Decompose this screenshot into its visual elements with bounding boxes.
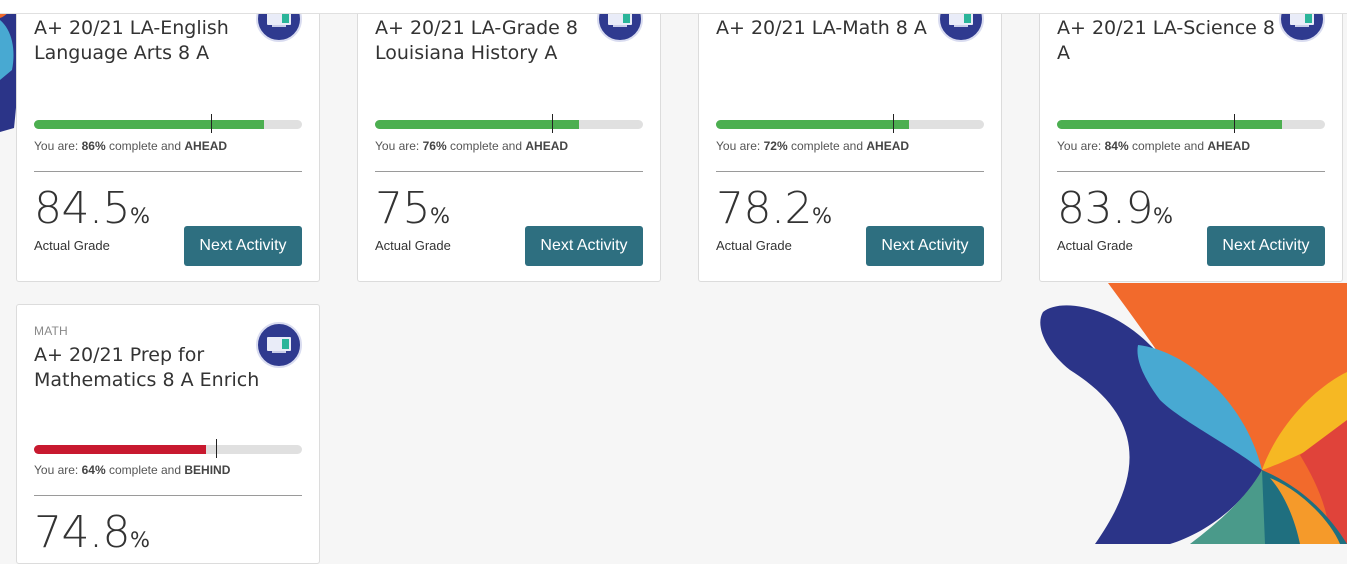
course-card[interactable]: MATH A+ 20/21 Prep for Mathematics 8 A E… — [16, 304, 320, 564]
progress-fill — [1057, 120, 1283, 129]
progress-status: You are: 72% complete and AHEAD — [716, 139, 910, 153]
next-activity-button[interactable]: Next Activity — [184, 226, 302, 266]
course-card[interactable]: A+ 20/21 LA-Grade 8 Louisiana History A … — [357, 0, 661, 282]
course-title[interactable]: A+ 20/21 LA-Math 8 A — [716, 17, 927, 39]
actual-grade-value: 78.2% — [716, 183, 832, 234]
course-card[interactable]: A+ 20/21 LA-English Language Arts 8 A Yo… — [16, 0, 320, 282]
course-title[interactable]: A+ 20/21 Prep for Mathematics 8 A Enrich — [34, 344, 260, 391]
actual-grade-value: 75% — [375, 183, 450, 234]
progress-bar — [716, 114, 984, 133]
next-activity-button[interactable]: Next Activity — [1207, 226, 1325, 266]
divider — [375, 171, 643, 172]
expected-progress-marker — [551, 114, 553, 133]
background-artwork — [0, 0, 1347, 544]
divider — [34, 171, 302, 172]
course-monitor-icon — [256, 322, 302, 368]
progress-fill — [34, 445, 206, 454]
progress-bar — [375, 114, 643, 133]
actual-grade-value: 84.5% — [34, 183, 150, 234]
bottom-right-artwork — [1040, 283, 1347, 544]
actual-grade-label: Actual Grade — [34, 238, 110, 253]
actual-grade-label: Actual Grade — [375, 238, 451, 253]
progress-bar — [34, 439, 302, 458]
progress-fill — [716, 120, 909, 129]
progress-fill — [375, 120, 579, 129]
progress-bar — [1057, 114, 1325, 133]
top-bar — [0, 0, 1347, 14]
progress-fill — [34, 120, 265, 129]
divider — [716, 171, 984, 172]
expected-progress-marker — [892, 114, 894, 133]
expected-progress-marker — [1233, 114, 1235, 133]
progress-status: You are: 84% complete and AHEAD — [1057, 139, 1251, 153]
actual-grade-label: Actual Grade — [716, 238, 792, 253]
divider — [34, 495, 302, 496]
next-activity-button[interactable]: Next Activity — [866, 226, 984, 266]
course-card[interactable]: A+ 20/21 LA-Science 8 A You are: 84% com… — [1039, 0, 1343, 282]
progress-status: You are: 86% complete and AHEAD — [34, 139, 228, 153]
course-card[interactable]: A+ 20/21 LA-Math 8 A You are: 72% comple… — [698, 0, 1002, 282]
expected-progress-marker — [216, 439, 218, 458]
actual-grade-value: 74.8% — [34, 507, 150, 558]
course-title[interactable]: A+ 20/21 LA-Science 8 A — [1057, 17, 1275, 64]
course-title[interactable]: A+ 20/21 LA-Grade 8 Louisiana History A — [375, 17, 578, 64]
progress-status: You are: 76% complete and AHEAD — [375, 139, 569, 153]
progress-status: You are: 64% complete and BEHIND — [34, 463, 231, 477]
course-subject: MATH — [34, 324, 68, 338]
divider — [1057, 171, 1325, 172]
next-activity-button[interactable]: Next Activity — [525, 226, 643, 266]
course-title[interactable]: A+ 20/21 LA-English Language Arts 8 A — [34, 17, 229, 64]
progress-bar — [34, 114, 302, 133]
expected-progress-marker — [210, 114, 212, 133]
actual-grade-value: 83.9% — [1057, 183, 1173, 234]
actual-grade-label: Actual Grade — [1057, 238, 1133, 253]
